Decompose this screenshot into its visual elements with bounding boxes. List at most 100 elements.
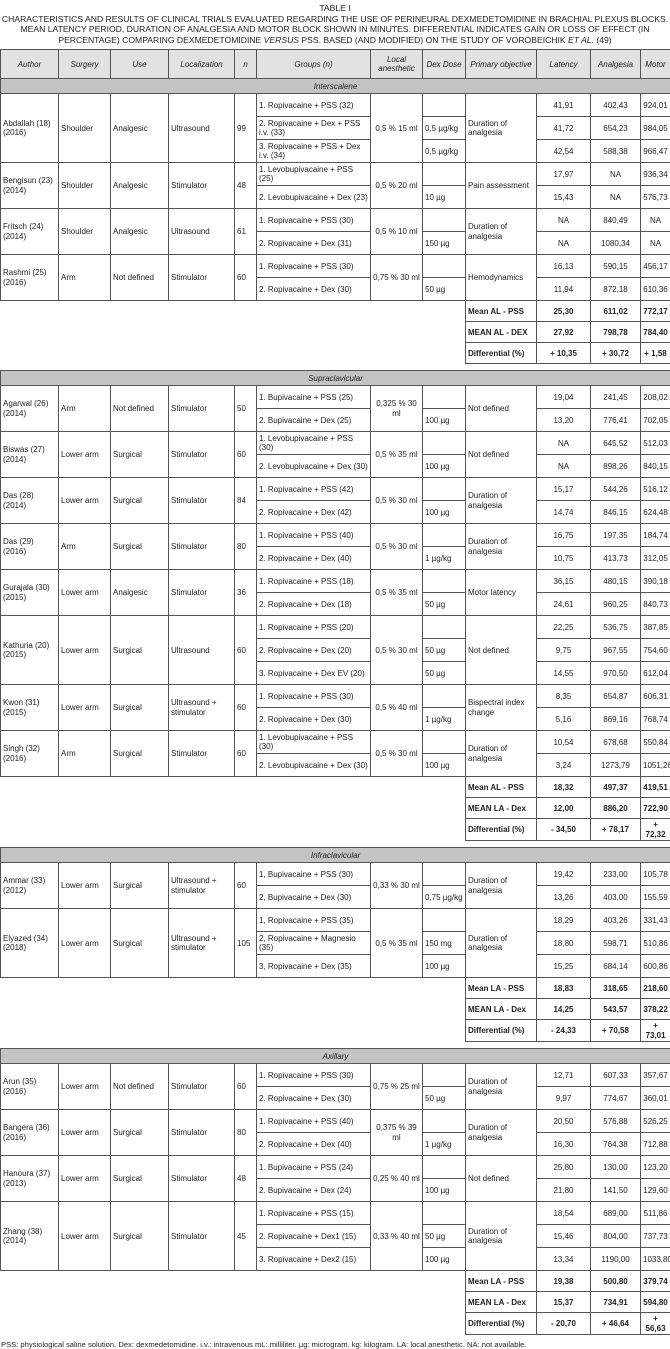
analgesia-cell: 804,00 [591, 1225, 641, 1248]
group-cell: 3, Ropivacaine + Dex (35) [257, 955, 371, 978]
column-header: Use [111, 50, 169, 79]
primary-objective-cell: Duration of analgesia [466, 1110, 537, 1156]
motor-cell: 702,05 [641, 409, 670, 432]
summary-motor: 378,22 [641, 999, 670, 1020]
analgesia-cell: 576,88 [591, 1110, 641, 1133]
summary-latency: 27,92 [537, 322, 591, 343]
summary-label: Mean LA - PSS [466, 978, 537, 999]
group-cell: 1, Bupivacaine + PSS (30) [257, 863, 371, 886]
column-header: Analgesia [591, 50, 641, 79]
summary-label: Mean AL - PSS [466, 301, 537, 322]
column-header: Local anesthetic [371, 50, 423, 79]
n-cell: 80 [235, 1110, 257, 1156]
latency-cell: 15,17 [537, 478, 591, 501]
localization-cell: Stimulator [169, 1202, 235, 1271]
latency-cell: 10,54 [537, 731, 591, 754]
surgery-cell: Shoulder [59, 163, 111, 209]
group-cell: 2. Levobupivacaine + Dex (30) [257, 455, 371, 478]
dex-dose-cell: 10 µg [423, 186, 466, 209]
summary-label: MEAN LA - Dex [466, 798, 537, 819]
author-cell: Abdallah (18) (2016) [1, 94, 59, 163]
group-cell: 2. Ropivacaine + Dex (40) [257, 547, 371, 570]
author-cell: Biswas (27) (2014) [1, 432, 59, 478]
analgesia-cell: 1080,34 [591, 232, 641, 255]
dex-dose-cell: 150 µg [423, 232, 466, 255]
latency-cell: NA [537, 232, 591, 255]
analgesia-cell: 403,26 [591, 909, 641, 932]
localization-cell: Stimulator [169, 432, 235, 478]
summary-analgesia: 500,80 [591, 1271, 641, 1292]
caption-italic: VERSUS [264, 35, 299, 45]
summary-analgesia: 734,91 [591, 1292, 641, 1313]
author-cell: Ammar (33) (2012) [1, 863, 59, 909]
n-cell: 60 [235, 255, 257, 301]
dex-dose-cell [423, 386, 466, 409]
summary-row: Differential (%)+ 10,35+ 30,72+ 1,58 [1, 343, 670, 364]
section-name: Supraclavicular [1, 371, 670, 386]
blank-cell [1, 1292, 466, 1313]
summary-analgesia: + 78,17 [591, 819, 641, 841]
use-cell: Surgical [111, 1202, 169, 1271]
local-anesthetic-cell: 0,5 % 35 ml [371, 432, 423, 478]
group-cell: 2. Levobupivacaine + Dex (23) [257, 186, 371, 209]
analgesia-cell: 684,14 [591, 955, 641, 978]
author-cell: Arun (35) (2016) [1, 1064, 59, 1110]
group-cell: 2. Ropivacaine + Dex (20) [257, 639, 371, 662]
use-cell: Not defined [111, 386, 169, 432]
latency-cell: 9,75 [537, 639, 591, 662]
author-cell: Bengisun (23) (2014) [1, 163, 59, 209]
motor-cell: 387,85 [641, 616, 670, 639]
latency-cell: 41,91 [537, 94, 591, 117]
group-cell: 2. Ropivacaine + Dex1 (15) [257, 1225, 371, 1248]
motor-cell: 924,01 [641, 94, 670, 117]
dex-dose-cell: 50 µg [423, 662, 466, 685]
n-cell: 80 [235, 524, 257, 570]
local-anesthetic-cell: 0,33 % 40 ml [371, 1202, 423, 1271]
dex-dose-cell [423, 616, 466, 639]
dex-dose-cell [423, 255, 466, 278]
group-cell: 1. Ropivacaine + PSS (40) [257, 524, 371, 547]
table-label: TABLE I [0, 3, 670, 14]
n-cell: 36 [235, 570, 257, 616]
primary-objective-cell: Duration of analgesia [466, 94, 537, 163]
localization-cell: Ultrasound [169, 94, 235, 163]
caption-text: (49) [594, 35, 612, 45]
analgesia-cell: 645,52 [591, 432, 641, 455]
column-header: Primary objective [466, 50, 537, 79]
motor-cell: 129,60 [641, 1179, 670, 1202]
motor-cell: 768,74 [641, 708, 670, 731]
analgesia-cell: 960,25 [591, 593, 641, 616]
analgesia-cell: 689,00 [591, 1202, 641, 1225]
summary-motor: + 1,58 [641, 343, 670, 364]
motor-cell: 576,73 [641, 186, 670, 209]
surgery-cell: Lower arm [59, 570, 111, 616]
n-cell: 60 [235, 731, 257, 777]
motor-cell: 456,17 [641, 255, 670, 278]
primary-objective-cell: Motor latency [466, 570, 537, 616]
motor-cell: 840,15 [641, 455, 670, 478]
analgesia-cell: 536,75 [591, 616, 641, 639]
group-cell: 2. Bupivacaine + Dex (24) [257, 1179, 371, 1202]
n-cell: 60 [235, 1064, 257, 1110]
surgery-cell: Lower arm [59, 1156, 111, 1202]
summary-latency: - 20,70 [537, 1313, 591, 1335]
latency-cell: 41,72 [537, 117, 591, 140]
group-cell: 1. Ropivacaine + PSS (42) [257, 478, 371, 501]
group-cell: 1. Ropivacaine + PSS (15) [257, 1202, 371, 1225]
localization-cell: Stimulator [169, 524, 235, 570]
motor-cell: 184,74 [641, 524, 670, 547]
motor-cell: 510,86 [641, 932, 670, 955]
analgesia-cell: 967,55 [591, 639, 641, 662]
summary-latency: 12,00 [537, 798, 591, 819]
analgesia-cell: 402,43 [591, 94, 641, 117]
localization-cell: Stimulator [169, 386, 235, 432]
local-anesthetic-cell: 0,5 % 30 ml [371, 524, 423, 570]
analgesia-cell: 764,38 [591, 1133, 641, 1156]
primary-objective-cell: Hemodynamics [466, 255, 537, 301]
column-header: Groups (n) [257, 50, 371, 79]
